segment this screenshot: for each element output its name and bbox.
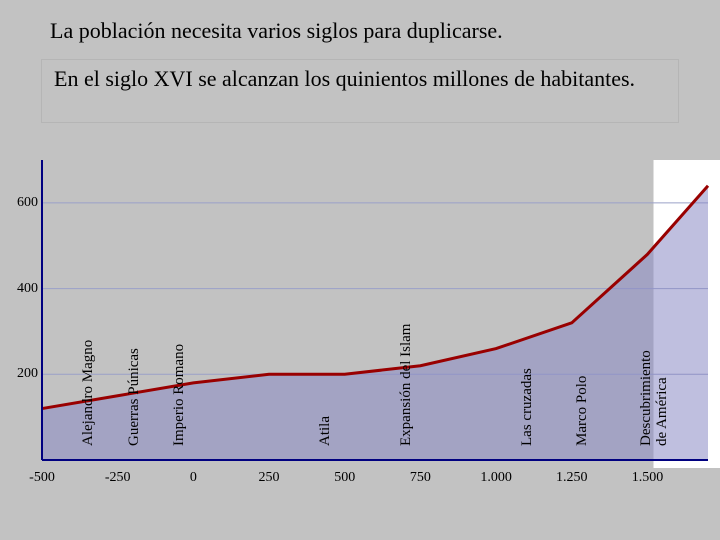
x-tick-label: -500 [29,470,55,486]
event-label: Expansión del Islam [399,324,415,446]
y-tick-label: 600 [6,195,38,211]
event-label: Alejandro Magno [81,340,97,446]
x-tick-label: 1.250 [556,470,588,486]
x-tick-label: 1.000 [480,470,512,486]
chart-canvas [0,160,720,500]
event-label: Marco Polo [575,376,591,446]
event-label: Descubrimientode América [639,350,671,446]
chart-subtitle: En el siglo XVI se alcanzan los quinient… [42,60,678,122]
population-chart: 200 400 600 -500 -250 0 250 500 750 1.000 1.250 1.5… [0,160,720,540]
y-tick-label: 400 [6,281,38,297]
y-tick-label: 200 [6,366,38,382]
x-tick-label: 500 [334,470,355,486]
x-tick-label: 1.500 [632,470,664,486]
x-tick-label: 0 [190,470,197,486]
x-tick-label: 750 [410,470,431,486]
chart-title: La población necesita varios siglos para… [50,18,680,44]
x-tick-label: -250 [105,470,131,486]
event-label: Imperio Romano [172,344,188,446]
event-label: Las cruzadas [520,368,536,446]
event-label: Atila [318,416,334,446]
x-tick-label: 250 [259,470,280,486]
event-label: Guerras Púnicas [127,348,143,446]
